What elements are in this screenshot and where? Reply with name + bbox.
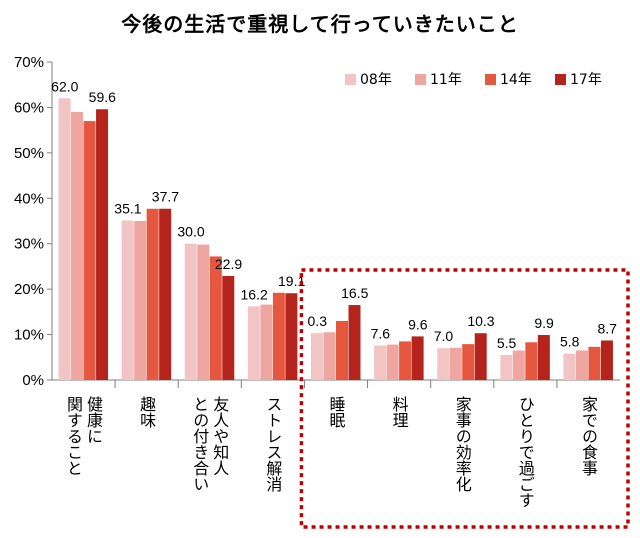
category-label: 家事の効率化	[453, 396, 472, 492]
bar	[197, 244, 210, 380]
bar	[399, 341, 412, 380]
legend-swatch	[345, 74, 356, 85]
bar	[386, 344, 399, 380]
bar	[449, 347, 462, 380]
legend-label: 14年	[500, 72, 532, 88]
category-label: 家での食事	[579, 396, 598, 476]
category-label: 健康に	[84, 396, 103, 444]
y-tick-label: 0%	[22, 372, 44, 389]
bar	[411, 336, 424, 380]
data-label: 7.0	[434, 328, 454, 344]
y-tick-label: 50%	[14, 145, 44, 162]
bar	[209, 256, 222, 380]
legend-label: 08年	[360, 72, 392, 88]
bar	[500, 355, 513, 380]
data-label: 22.9	[215, 256, 242, 272]
legend-swatch	[485, 74, 496, 85]
category-label: 趣味	[137, 396, 156, 428]
data-label: 62.0	[51, 78, 78, 94]
bar	[83, 121, 96, 381]
data-label: 19.1	[278, 273, 305, 289]
category-label: ストレス解消	[263, 396, 282, 493]
bar	[71, 111, 84, 380]
bar	[285, 293, 298, 380]
data-label: 10.3	[467, 313, 494, 329]
y-tick-label: 70%	[14, 54, 44, 71]
category-label: 睡眠	[327, 396, 346, 429]
bar	[146, 208, 159, 380]
bar	[474, 333, 487, 380]
data-label: 35.1	[114, 201, 141, 217]
bar	[222, 275, 235, 380]
highlight-box	[299, 268, 630, 529]
y-tick-label: 20%	[14, 281, 44, 298]
bar	[374, 345, 387, 380]
category-label: との付き合い	[190, 396, 209, 492]
bar	[588, 346, 601, 380]
y-tick-label: 40%	[14, 190, 44, 207]
bar	[537, 335, 550, 380]
y-tick-label: 60%	[14, 99, 44, 116]
data-label: 5.5	[497, 335, 517, 351]
bar	[348, 305, 361, 380]
bar	[311, 333, 323, 380]
category-label: 料理	[390, 396, 409, 428]
y-tick-label: 10%	[14, 327, 44, 344]
legend-swatch	[415, 74, 426, 85]
data-label: 9.9	[534, 315, 554, 331]
data-label: 0.3	[308, 313, 328, 329]
category-label: 友人や知人	[210, 396, 229, 476]
data-label: 8.7	[597, 320, 617, 336]
data-label: 5.8	[560, 334, 580, 350]
bar	[600, 340, 613, 380]
bar	[525, 342, 538, 380]
legend-swatch	[555, 74, 566, 85]
chart-title: 今後の生活で重視して行っていきたいこと	[121, 12, 519, 36]
legend-label: 17年	[570, 72, 602, 88]
bar	[58, 98, 71, 380]
bar	[247, 306, 260, 380]
bar	[260, 304, 273, 380]
bar	[336, 320, 348, 380]
bar	[134, 221, 147, 380]
bar	[437, 348, 450, 380]
data-label: 16.2	[241, 286, 268, 302]
bar	[512, 350, 525, 380]
bar	[462, 344, 475, 380]
bar	[121, 220, 134, 380]
legend-label: 11年	[430, 72, 462, 88]
data-label: 7.6	[371, 325, 391, 341]
bar	[563, 353, 576, 380]
bar	[184, 243, 197, 380]
category-label: ひとりで過ごす	[516, 396, 535, 508]
bar	[272, 292, 285, 380]
y-tick-label: 30%	[14, 236, 44, 253]
data-label: 37.7	[152, 189, 179, 205]
data-label: 9.6	[408, 316, 428, 332]
bar	[575, 350, 588, 380]
data-label: 59.6	[89, 89, 116, 105]
bar	[323, 332, 336, 380]
data-label: 16.5	[341, 285, 368, 301]
bar	[96, 109, 109, 380]
data-label: 30.0	[177, 224, 204, 240]
bar	[159, 208, 172, 380]
category-label: 関すること	[64, 396, 83, 476]
